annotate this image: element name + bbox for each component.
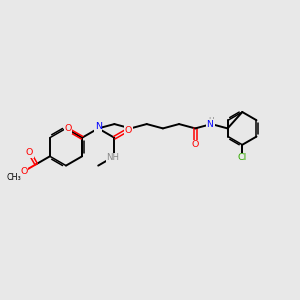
Text: O: O — [26, 148, 33, 157]
Text: Cl: Cl — [238, 153, 247, 162]
Text: O: O — [125, 126, 132, 135]
Text: O: O — [191, 140, 199, 149]
Text: NH: NH — [106, 153, 119, 162]
Text: N: N — [206, 120, 213, 129]
Text: CH₃: CH₃ — [6, 173, 21, 182]
Text: O: O — [64, 124, 72, 134]
Text: H: H — [208, 118, 214, 127]
Text: N: N — [95, 122, 102, 131]
Text: O: O — [20, 167, 28, 176]
